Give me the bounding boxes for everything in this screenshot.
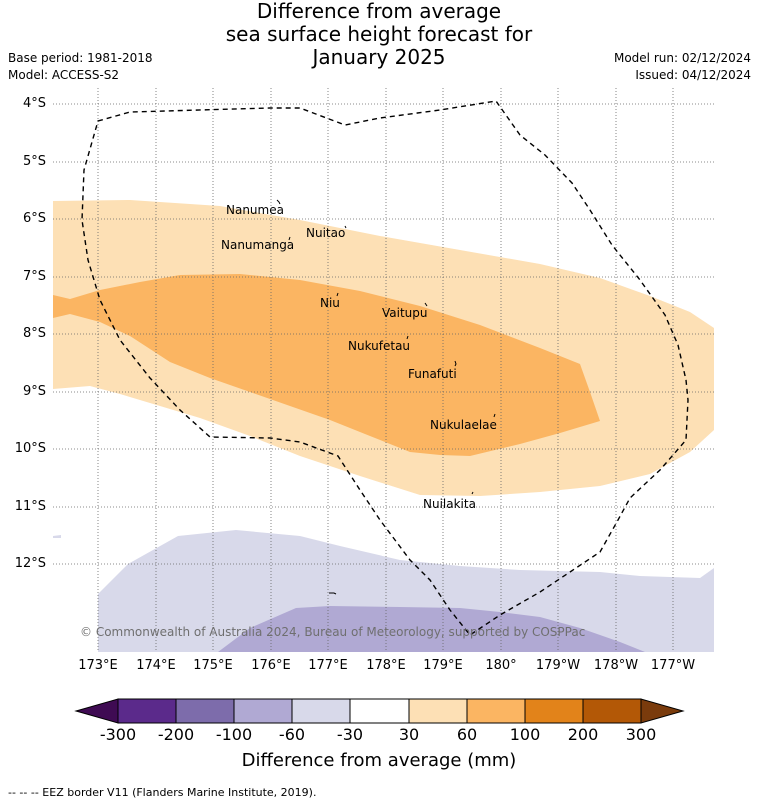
colorbar-label: -100 xyxy=(215,725,253,744)
lat-label: 12°S xyxy=(14,556,46,571)
colorbar-label: -30 xyxy=(336,725,364,744)
anomaly-region-minus30-60 xyxy=(98,530,714,652)
colorbar-label: 100 xyxy=(509,725,541,744)
colorbar-label: -60 xyxy=(278,725,306,744)
colorbar-extend-high xyxy=(640,698,685,724)
copyright-credit: © Commonwealth of Australia 2024, Bureau… xyxy=(80,625,586,639)
colorbar-swatch xyxy=(408,698,468,724)
colorbar-swatch xyxy=(117,698,177,724)
colorbar xyxy=(74,698,685,724)
colorbar-label: 200 xyxy=(567,725,599,744)
base-period: Base period: 1981-2018 xyxy=(8,51,153,65)
title-line-2: sea surface height forecast for xyxy=(225,22,533,46)
colorbar-swatch xyxy=(466,698,526,724)
model-name: Model: ACCESS-S2 xyxy=(8,68,120,82)
model-run: Model run: 02/12/2024 xyxy=(613,51,751,65)
lat-label: 4°S xyxy=(22,96,46,111)
lon-label: 180° xyxy=(485,658,517,673)
lon-label: 177°E xyxy=(308,658,348,673)
lat-label: 7°S xyxy=(22,269,46,284)
place-label-nukulaelae: Nukulaelae xyxy=(430,418,497,432)
lon-label: 178°E xyxy=(366,658,406,673)
lon-label: 173°E xyxy=(78,658,118,673)
colorbar-swatch xyxy=(175,698,235,724)
place-label-nanumanga: Nanumanga xyxy=(221,238,295,252)
lon-label: 179°E xyxy=(423,658,463,673)
lon-label: 174°E xyxy=(136,658,176,673)
colorbar-swatch xyxy=(349,698,410,724)
anomaly-region-minus60-100 xyxy=(218,606,645,652)
title-line-3: January 2025 xyxy=(312,45,446,69)
eez-border xyxy=(81,100,689,636)
lon-label: 179°W xyxy=(535,658,581,673)
place-label-vaitupu: Vaitupu xyxy=(382,306,428,320)
colorbar-swatch xyxy=(582,698,642,724)
place-label-niu: Niu xyxy=(320,296,340,310)
longitude-gridlines xyxy=(97,88,674,652)
place-label-nanumea: Nanumea xyxy=(226,203,284,217)
colorbar-extend-low xyxy=(74,698,119,724)
anomaly-speck xyxy=(53,535,61,538)
lon-label: 175°E xyxy=(193,658,233,673)
island-markers xyxy=(276,199,496,595)
eez-legend: -- -- -- EEZ border V11 (Flanders Marine… xyxy=(8,786,317,799)
colorbar-label: 300 xyxy=(625,725,657,744)
issued-date: Issued: 04/12/2024 xyxy=(635,68,751,82)
lat-label: 10°S xyxy=(14,441,46,456)
place-label-nuilakita: Nuilakita xyxy=(423,497,476,511)
title-line-1: Difference from average xyxy=(256,0,502,23)
colorbar-label: -200 xyxy=(157,725,195,744)
colorbar-swatch xyxy=(291,698,351,724)
lon-label: 176°E xyxy=(251,658,291,673)
lat-label: 6°S xyxy=(22,211,46,226)
colorbar-swatch xyxy=(233,698,293,724)
lat-label: 5°S xyxy=(22,154,46,169)
anomaly-region-60-100 xyxy=(53,274,600,456)
place-label-nuitao: Nuitao xyxy=(306,226,346,240)
map-panel xyxy=(53,88,714,652)
lon-label: 177°W xyxy=(650,658,696,673)
lon-label: 178°W xyxy=(593,658,639,673)
lat-label: 9°S xyxy=(22,384,46,399)
colorbar-title: Difference from average (mm) xyxy=(241,750,517,771)
colorbar-label: -300 xyxy=(99,725,137,744)
colorbar-label: 60 xyxy=(456,725,478,744)
place-label-funafuti: Funafuti xyxy=(408,367,457,381)
colorbar-label: 30 xyxy=(398,725,420,744)
colorbar-swatch xyxy=(524,698,584,724)
lat-label: 11°S xyxy=(14,499,46,514)
lat-label: 8°S xyxy=(22,326,46,341)
place-label-nukufetau: Nukufetau xyxy=(348,339,411,353)
latitude-gridlines xyxy=(53,103,714,565)
